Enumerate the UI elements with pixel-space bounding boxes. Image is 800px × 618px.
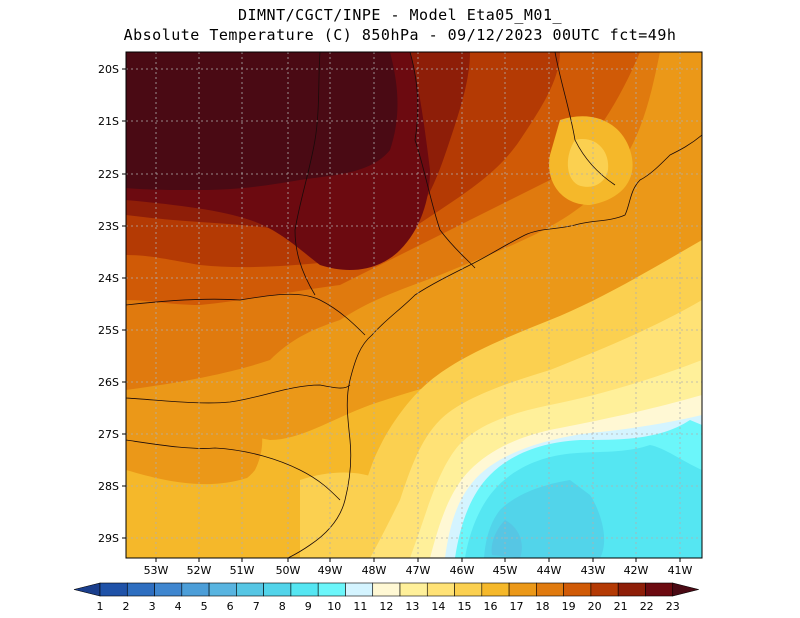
- lon-label: 53W: [144, 564, 169, 577]
- colorbar-swatch: [590, 582, 619, 597]
- colorbar-swatch: [426, 582, 455, 597]
- colorbar-swatch: [372, 582, 401, 597]
- lon-label: 51W: [230, 564, 255, 577]
- gridlines: [126, 52, 702, 558]
- colorbar-arrow-low: [73, 582, 101, 597]
- colorbar-swatch: [126, 582, 155, 597]
- state-border-es: [554, 52, 616, 186]
- colorbar-label: 14: [431, 600, 445, 613]
- plot-frame: [125, 51, 703, 559]
- colorbar-swatch: [263, 582, 292, 597]
- lat-label: 21S: [98, 115, 119, 128]
- lon-label: 45W: [493, 564, 518, 577]
- colorbar-label: 12: [379, 600, 393, 613]
- colorbar-label: 22: [640, 600, 654, 613]
- axis-ticks: [122, 68, 681, 562]
- coastline: [287, 134, 702, 558]
- colorbar: 1 2 3 4 5 6 7 8 9 10 11 12 13 14 15 16 17 18 19 20 21 22 23: [73, 582, 699, 613]
- lat-label: 22S: [98, 168, 119, 181]
- colorbar-swatch: [454, 582, 483, 597]
- colorbar-label: 4: [175, 600, 182, 613]
- colorbar-label: 19: [562, 600, 576, 613]
- colorbar-label: 16: [483, 600, 497, 613]
- colorbar-label: 11: [353, 600, 367, 613]
- colorbar-label: 23: [666, 600, 680, 613]
- colorbar-swatch: [208, 582, 237, 597]
- lon-label: 52W: [187, 564, 212, 577]
- colorbar-label: 3: [149, 600, 156, 613]
- lon-label: 49W: [318, 564, 343, 577]
- colorbar-label: 9: [305, 600, 312, 613]
- colorbar-swatch: [617, 582, 646, 597]
- colorbar-arrow-high: [672, 582, 699, 597]
- lat-label: 20S: [98, 63, 119, 76]
- lat-label: 29S: [98, 532, 119, 545]
- colorbar-swatch: [236, 582, 264, 597]
- lon-label: 48W: [362, 564, 387, 577]
- lon-label: 42W: [624, 564, 649, 577]
- colorbar-label: 7: [253, 600, 260, 613]
- field-sw-mid: [126, 470, 325, 558]
- state-border-rs: [126, 439, 341, 501]
- colorbar-label: 8: [279, 600, 286, 613]
- lat-label: 25S: [98, 324, 119, 337]
- field-6: [491, 520, 522, 558]
- lat-label: 23S: [98, 220, 119, 233]
- colorbar-swatch: [481, 582, 510, 597]
- colorbar-swatch: [399, 582, 428, 597]
- map-title-line1: DIMNT/CGCT/INPE - Model Eta05_M01_: [237, 6, 563, 24]
- state-border-sc: [126, 384, 351, 404]
- colorbar-swatch: [563, 582, 592, 597]
- colorbar-swatch: [345, 582, 374, 597]
- colorbar-label: 6: [227, 600, 234, 613]
- colorbar-label: 10: [327, 600, 341, 613]
- field-sw-warm: [126, 385, 263, 497]
- colorbar-swatch: [154, 582, 183, 597]
- state-border-pr: [126, 293, 366, 336]
- state-border-ms: [294, 52, 321, 296]
- map-title-line2: Absolute Temperature (C) 850hPa - 09/12/…: [123, 26, 677, 44]
- lon-label: 50W: [276, 564, 301, 577]
- colorbar-label: 13: [405, 600, 419, 613]
- lon-label: 47W: [406, 564, 431, 577]
- longitude-labels: 53W 52W 51W 50W 49W 48W 47W 46W 45W 44W …: [144, 564, 693, 577]
- colorbar-swatch: [317, 582, 346, 597]
- lon-label: 46W: [450, 564, 475, 577]
- lat-label: 28S: [98, 480, 119, 493]
- colorbar-swatch: [290, 582, 319, 597]
- lon-label: 44W: [537, 564, 562, 577]
- lat-label: 27S: [98, 428, 119, 441]
- colorbar-label: 17: [510, 600, 524, 613]
- colorbar-swatch: [181, 582, 210, 597]
- lon-label: 43W: [581, 564, 606, 577]
- lat-label: 24S: [98, 272, 119, 285]
- colorbar-label: 5: [201, 600, 208, 613]
- colorbar-swatch: [645, 582, 674, 597]
- colorbar-label: 15: [457, 600, 471, 613]
- colorbar-label: 1: [97, 600, 104, 613]
- colorbar-label: 21: [614, 600, 628, 613]
- lat-label: 26S: [98, 376, 119, 389]
- latitude-labels: 20S 21S 22S 23S 24S 25S 26S 27S 28S 29S: [98, 63, 119, 545]
- colorbar-label: 20: [588, 600, 602, 613]
- field-warm-patch-inner: [567, 139, 609, 187]
- colorbar-swatch: [536, 582, 564, 597]
- temperature-field: [126, 52, 702, 558]
- lon-label: 41W: [668, 564, 693, 577]
- colorbar-swatch: [508, 582, 537, 597]
- map-borders: [126, 52, 702, 558]
- state-border-mg: [409, 52, 476, 269]
- colorbar-label: 2: [123, 600, 130, 613]
- colorbar-swatch: [99, 582, 128, 597]
- colorbar-label: 18: [536, 600, 550, 613]
